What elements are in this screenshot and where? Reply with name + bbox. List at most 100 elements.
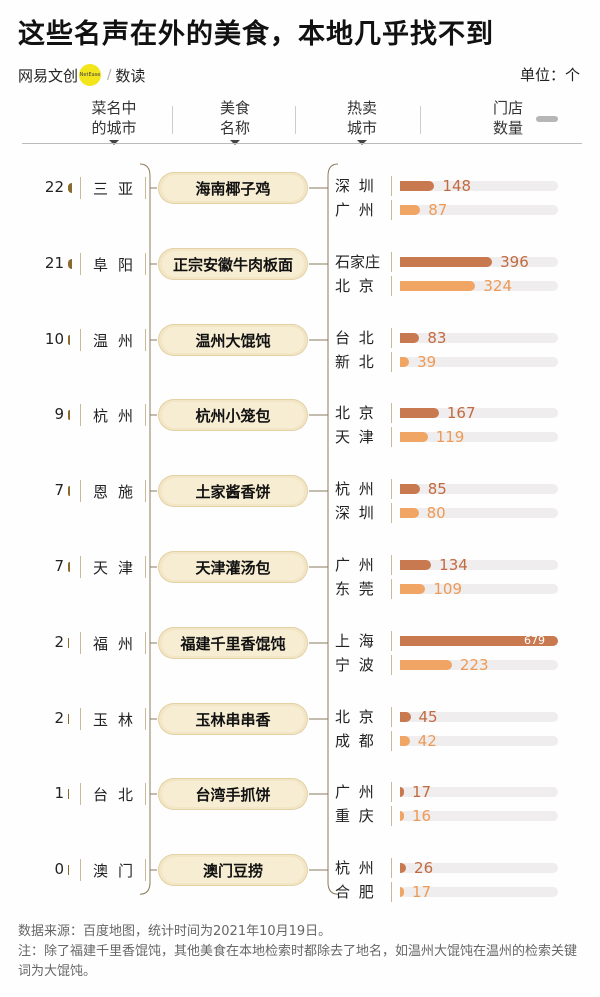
store-count-value: 223 (459, 656, 489, 674)
store-count-value: 80 (426, 504, 446, 522)
city-count-label: 22 (44, 178, 64, 196)
hot-city-label: 台 北 (335, 328, 392, 348)
store-count-bar (400, 205, 421, 215)
store-count-bar (400, 257, 493, 267)
store-count-bar (400, 408, 439, 418)
dish-pill: 天津灌汤包 (158, 551, 308, 583)
header-stores: 门店 数量 (486, 98, 530, 138)
store-count-value: 83 (427, 329, 447, 347)
hot-city-label: 新 北 (335, 352, 392, 372)
unit-label: 单位：个 (519, 66, 580, 84)
header-dish: 美食 名称 (203, 98, 267, 138)
store-count-bar (400, 712, 411, 722)
hot-city-label: 深 圳 (335, 176, 392, 196)
dish-name-label: 正宗安徽牛肉板面 (162, 251, 304, 277)
header-stores-line2: 数量 (492, 119, 523, 137)
hot-city-label: 重 庆 (335, 806, 392, 826)
header-dish-line1: 美食 (219, 99, 250, 117)
footnote: 注：除了福建千里香馄饨，其他美食在本地检索时都除去了地名，如温州大馄饨在温州的检… (18, 944, 578, 979)
bar-track (400, 811, 558, 821)
dish-name-label: 天津灌汤包 (162, 554, 304, 580)
header-count-city-line1: 菜名中 (91, 99, 137, 117)
bar-track (400, 205, 558, 215)
hot-city-label: 广 州 (335, 782, 392, 802)
brand-slash: / (107, 67, 112, 83)
store-count-value: 87 (428, 201, 448, 219)
store-count-value: 39 (417, 353, 437, 371)
city-count-label: 21 (44, 254, 64, 272)
hot-city-label: 东 莞 (335, 579, 392, 599)
bar-track (400, 584, 558, 594)
hot-city-label: 成 都 (335, 731, 392, 751)
count-marker (68, 638, 69, 648)
city-count-label: 7 (54, 557, 64, 575)
bar-track (400, 863, 558, 873)
store-count-bar (400, 863, 407, 873)
dish-pill: 玉林串串香 (158, 703, 308, 735)
city-count-label: 10 (44, 330, 64, 348)
legend-bar-swatch (536, 116, 558, 122)
bar-track (400, 408, 558, 418)
origin-city-label: 恩施 (80, 480, 146, 502)
header-hot-city: 热卖 城市 (330, 98, 394, 138)
store-count-value: 134 (439, 556, 468, 574)
brand-column: 数读 (115, 66, 146, 85)
origin-city-label: 温州 (80, 329, 146, 351)
hot-city-label: 合 肥 (335, 882, 392, 902)
dish-name-label: 福建千里香馄饨 (162, 630, 304, 656)
store-count-value: 26 (414, 859, 434, 877)
store-count-bar (400, 584, 426, 594)
city-count-label: 2 (54, 633, 64, 651)
origin-city-label: 玉林 (80, 708, 146, 730)
store-count-value: 167 (446, 404, 476, 422)
header-divider (295, 106, 296, 134)
hot-city-label: 广 州 (335, 200, 392, 220)
count-marker (68, 259, 72, 269)
right-bracket (327, 163, 339, 895)
origin-city-label: 阜阳 (80, 253, 146, 275)
bar-track (400, 484, 558, 494)
count-marker (68, 789, 69, 799)
header-hot-city-line2: 城市 (346, 119, 377, 137)
dish-pill: 土家酱香饼 (158, 475, 308, 507)
store-count-bar (400, 357, 410, 367)
city-count-label: 2 (54, 709, 64, 727)
header-dish-line2: 名称 (219, 119, 250, 137)
store-count-value: 148 (442, 177, 472, 195)
hot-city-label: 杭 州 (335, 479, 392, 499)
store-count-bar (400, 811, 404, 821)
store-count-value: 119 (435, 428, 465, 446)
dish-pill: 台湾手抓饼 (158, 778, 308, 810)
city-count-label: 9 (54, 405, 64, 423)
store-count-value: 679 (524, 634, 545, 647)
bar-track (400, 357, 558, 367)
count-marker (68, 714, 69, 724)
store-count-bar (400, 887, 404, 897)
count-marker (68, 410, 70, 420)
bar-track (400, 660, 558, 670)
dish-name-label: 台湾手抓饼 (162, 781, 304, 807)
header-divider (420, 106, 421, 134)
bar-track (400, 787, 558, 797)
bar-track (400, 181, 558, 191)
count-marker (68, 335, 70, 345)
count-marker (68, 865, 69, 875)
count-marker (68, 183, 72, 193)
source-note: 数据来源：百度地图，统计时间为2021年10月19日。 (18, 924, 332, 939)
dish-pill: 温州大馄饨 (158, 324, 308, 356)
bar-track (400, 560, 558, 570)
store-count-bar (400, 484, 420, 494)
brand-name: 网易文创 (18, 66, 79, 85)
hot-city-label: 石家庄 (335, 252, 392, 272)
dish-name-label: 杭州小笼包 (162, 402, 304, 428)
dish-pill: 福建千里香馄饨 (158, 627, 308, 659)
city-count-label: 1 (54, 784, 64, 802)
store-count-bar (400, 636, 558, 646)
dish-name-label: 澳门豆捞 (162, 857, 304, 883)
header-caret (109, 140, 119, 145)
hot-city-label: 杭 州 (335, 858, 392, 878)
dish-name-label: 玉林串串香 (162, 706, 304, 732)
header-caret (230, 140, 240, 145)
dish-name-label: 土家酱香饼 (162, 478, 304, 504)
